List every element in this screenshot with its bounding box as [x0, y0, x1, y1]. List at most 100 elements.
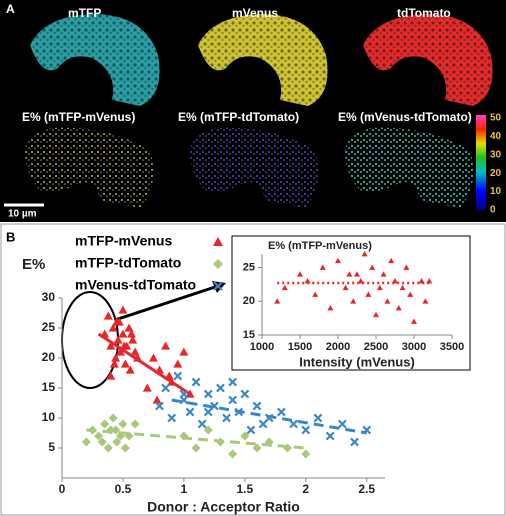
- data-point: [167, 413, 177, 423]
- data-point: [313, 413, 323, 423]
- data-point: [114, 317, 124, 326]
- plots: 0 0.5 1 1.5 2 2.5 5 10 15 20 25 30 Donor : Acceptor …: [22, 233, 464, 515]
- data-point: [399, 284, 406, 291]
- image-label: E% (mTFP-tdTomato): [178, 110, 299, 124]
- data-point: [179, 389, 189, 399]
- data-point: [111, 353, 121, 362]
- data-point: [376, 284, 383, 291]
- data-point: [142, 383, 152, 392]
- x-axis-label: Donor : Acceptor Ratio: [147, 499, 300, 515]
- colorbar-ticks: 0 10 20 30 40 50: [490, 113, 502, 216]
- legend-label: mVenus-tdTomato: [75, 277, 196, 293]
- x-tick-label: 0.5: [115, 482, 132, 496]
- inset-title: E% (mTFP-mVenus): [268, 240, 372, 252]
- data-point: [384, 298, 391, 304]
- data-point: [252, 401, 262, 411]
- y-tick-label: 10: [42, 410, 56, 424]
- x-axis-label: Intensity (mVenus): [299, 354, 415, 369]
- image-label: E% (mTFP-mVenus): [22, 110, 135, 124]
- data-point: [113, 335, 123, 344]
- data-point: [373, 311, 379, 318]
- data-point: [111, 425, 121, 435]
- data-point: [106, 341, 116, 350]
- data-point: [277, 407, 286, 417]
- data-point: [81, 437, 91, 447]
- data-point: [120, 443, 130, 453]
- trend-line: [86, 428, 306, 450]
- x-tick-label: 3500: [440, 341, 464, 353]
- image-label: tdTomato: [397, 6, 451, 20]
- panel-label: B: [6, 229, 15, 244]
- data-point: [422, 298, 429, 304]
- data-point: [103, 311, 113, 320]
- data-point: [118, 329, 128, 338]
- data-point: [301, 425, 311, 435]
- colorbar-tick-label: 10: [490, 186, 502, 197]
- x-tick-label: 2.5: [358, 482, 375, 496]
- legend-label: mTFP-tdTomato: [75, 255, 181, 271]
- data-point: [118, 419, 128, 429]
- data-point: [346, 271, 353, 277]
- data-point: [240, 431, 250, 441]
- y-axis-label: E%: [22, 256, 45, 273]
- data-point: [100, 419, 110, 429]
- data-point: [191, 377, 201, 387]
- data-point: [155, 401, 164, 411]
- data-point: [335, 257, 341, 264]
- data-point: [97, 437, 107, 447]
- data-point: [112, 437, 122, 447]
- data-point: [152, 395, 162, 404]
- data-point: [173, 371, 183, 381]
- data-point: [203, 425, 213, 435]
- data-point: [327, 305, 334, 311]
- legend-marker: [213, 281, 223, 291]
- colorbar-tick-label: 20: [490, 168, 502, 179]
- data-point: [191, 443, 201, 453]
- data-point: [365, 291, 372, 297]
- data-point: [203, 407, 213, 417]
- x-tick-label: 2000: [326, 341, 350, 353]
- y-tick-label: 15: [243, 329, 255, 341]
- data-point: [297, 271, 303, 277]
- y-tick-label: 15: [42, 380, 56, 394]
- data-point: [240, 389, 250, 399]
- data-point: [197, 419, 207, 429]
- y-tick-label: 20: [243, 295, 255, 307]
- data-point: [130, 419, 140, 429]
- data-point: [216, 383, 225, 393]
- image-label: E% (mVenus-tdTomato): [338, 110, 472, 124]
- y-tick-label: 5: [48, 440, 55, 454]
- data-point: [161, 341, 171, 350]
- data-point: [94, 431, 104, 441]
- data-point: [116, 347, 126, 356]
- data-point: [109, 359, 119, 368]
- x-tick-label: 0: [59, 482, 66, 496]
- x-tick-label: 3000: [402, 341, 426, 353]
- data-point: [395, 305, 402, 311]
- x-tick-label: 2500: [364, 341, 388, 353]
- y-tick-label: 25: [42, 320, 56, 334]
- data-point: [130, 347, 140, 356]
- data-point: [128, 335, 138, 344]
- series: [155, 371, 372, 447]
- data-point: [228, 377, 238, 387]
- data-point: [126, 329, 136, 338]
- data-point: [388, 257, 395, 264]
- data-point: [301, 449, 311, 459]
- colorbar-tick-label: 30: [490, 149, 502, 160]
- scale-bar-label: 10 µm: [8, 209, 37, 220]
- data-point: [369, 264, 376, 270]
- colorbar: [476, 115, 486, 210]
- data-point: [274, 298, 281, 304]
- data-point: [403, 264, 410, 270]
- data-point: [120, 359, 130, 368]
- data-point: [228, 395, 238, 405]
- data-point: [319, 264, 326, 270]
- data-point: [209, 401, 219, 411]
- data-point: [148, 353, 158, 362]
- data-point: [407, 291, 414, 297]
- data-point: [118, 305, 128, 314]
- data-point: [354, 271, 360, 277]
- data-point: [380, 271, 387, 277]
